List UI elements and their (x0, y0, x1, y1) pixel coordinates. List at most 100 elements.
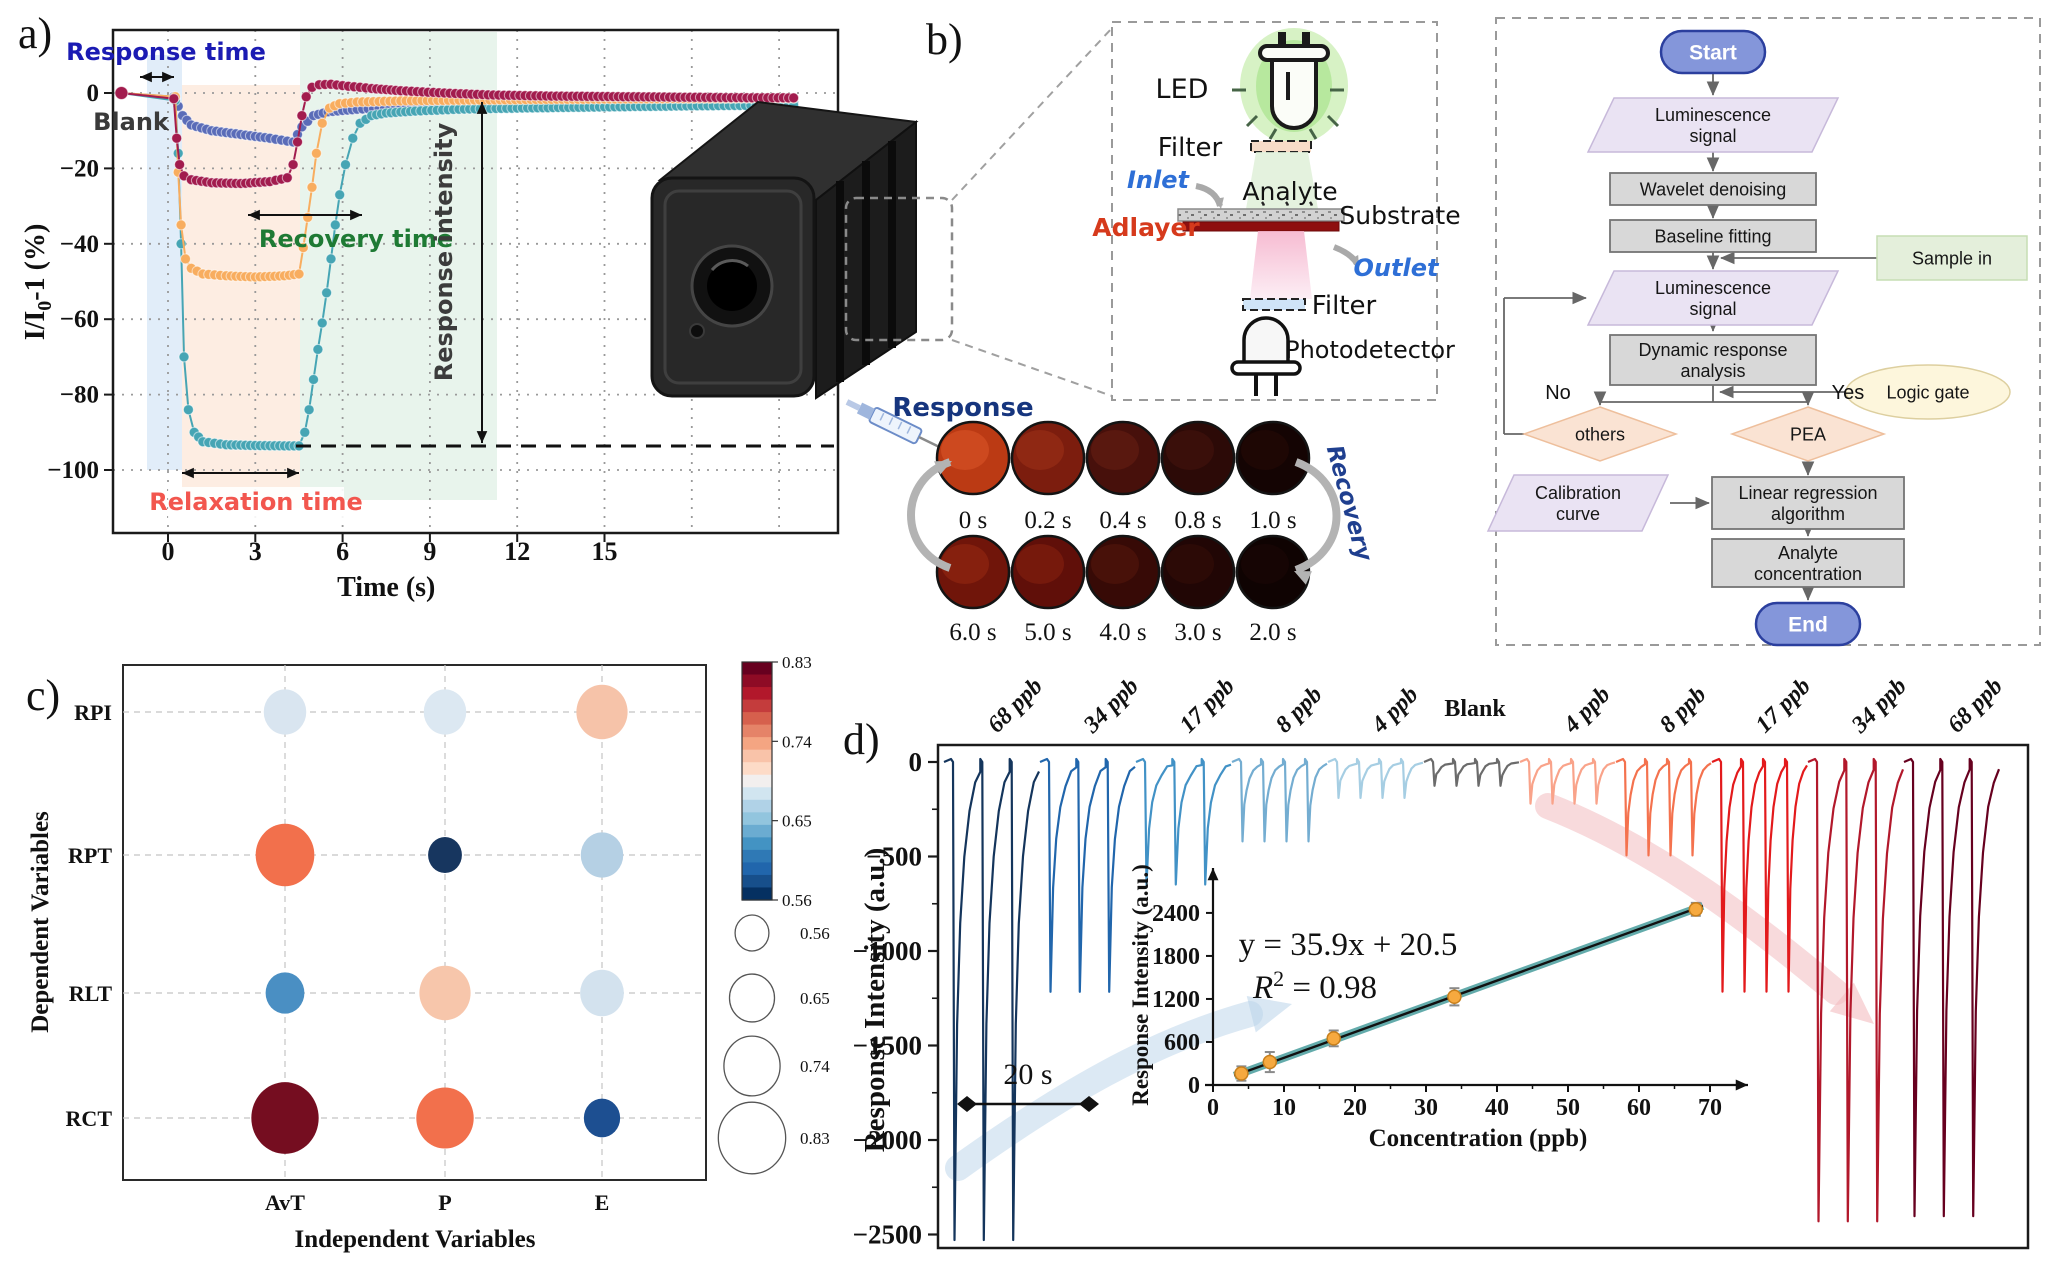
sample-photo-r2-0 (935, 534, 1011, 610)
bubble-RCT-AvT (251, 1082, 319, 1154)
flow-node-text: End (1788, 614, 1828, 637)
pulse-group-8-17ppb (1711, 757, 1808, 993)
flow-node-text: signal (1689, 126, 1736, 146)
conc-label-6: 4 ppb (1558, 682, 1615, 739)
panel-c: RPI RPT RLT RCT AvT P E Dependent Variables Inde… (27, 653, 830, 1253)
x-tick-6: 6 (336, 537, 349, 566)
inset-x-axis-title: Concentration (ppb) (1369, 1125, 1588, 1152)
sample-photo-r1-time-0: 0 s (959, 507, 987, 534)
color-sequence: Response 0 s 0.2 s 0.4 s 0.8 s 1.0 s 6.0 s 5.0 … (845, 393, 1377, 646)
col-label-AvT: AvT (265, 1190, 305, 1215)
panel-a-label: a) (18, 9, 53, 58)
bubble-RPI-E (576, 684, 628, 740)
row-label-RLT: RLT (69, 981, 113, 1006)
photodetector-label: Photodetector (1285, 336, 1455, 364)
data-point-17ppb (1326, 1029, 1341, 1048)
d-y-tick--1000: −1000 (853, 936, 922, 966)
flow-node-text: PEA (1790, 424, 1826, 444)
inset-y-tick-2400: 2400 (1152, 901, 1200, 927)
time-scalebar: 20 s (957, 1058, 1099, 1112)
y-tick--80: −80 (60, 382, 99, 409)
d-y-tick--1500: −1500 (853, 1031, 922, 1061)
flow-node-text: Analyte (1778, 543, 1838, 563)
conc-label-4: 4 ppb (1366, 682, 1423, 739)
inset-y-tick-1200: 1200 (1152, 987, 1200, 1013)
conc-label-1: 34 ppb (1078, 673, 1144, 739)
pulse-group-5-Blank (1423, 757, 1520, 787)
panel-b-label: b) (926, 15, 963, 64)
flow-node-wavelet: Wavelet denoising (1609, 172, 1817, 206)
substrate-label: Substrate (1339, 201, 1460, 230)
branch-yes: Yes (1832, 382, 1865, 404)
flow-node-text: Start (1689, 42, 1737, 65)
flow-node-baseline: Baseline fitting (1609, 219, 1817, 253)
data-point-34ppb (1447, 987, 1462, 1007)
flow-node-text: Calibration (1535, 483, 1621, 503)
sample-photo-r2-time-3: 3.0 s (1174, 619, 1221, 646)
fit-line (1233, 904, 1704, 1077)
inset-x-tick-60: 60 (1627, 1095, 1651, 1121)
y-tick-0: 0 (87, 80, 100, 107)
bubble-RCT-E (583, 1098, 621, 1138)
flow-node-pea: PEA (1729, 406, 1887, 462)
y-tick--40: −40 (60, 231, 99, 258)
x-tick-0: 0 (162, 537, 175, 566)
flow-node-text: Luminescence (1655, 105, 1771, 125)
bubble-RLT-AvT (265, 972, 305, 1014)
sample-photo-r2-time-1: 5.0 s (1024, 619, 1071, 646)
size-legend-0.83: 0.83 (800, 1129, 830, 1148)
colorbar-tick-0.56: 0.56 (782, 891, 812, 910)
pulse-group-10-68ppb (1903, 757, 2001, 1218)
flow-node-text: Baseline fitting (1654, 226, 1771, 246)
conc-label-8: 17 ppb (1751, 673, 1816, 738)
flow-node-logic: Logic gate (1845, 364, 2011, 420)
fit-equation: y = 35.9x + 20.5 (1239, 927, 1458, 963)
sample-photo-r1-2 (1085, 420, 1161, 496)
bubble-RPT-P (428, 837, 462, 873)
inset-x-tick-70: 70 (1698, 1095, 1722, 1121)
sample-photo-r1-4 (1235, 420, 1311, 496)
series-40mNm (121, 78, 800, 189)
panel-c-label: c) (26, 671, 61, 720)
x-axis-title: Time (s) (337, 572, 435, 603)
response-intensity-label: Response intensity (430, 122, 458, 381)
d-y-tick-0: 0 (909, 747, 923, 777)
bubble-RPT-E (580, 832, 624, 878)
pulse-group-6-4ppb (1519, 757, 1616, 805)
colorbar-tick-0.74: 0.74 (782, 732, 812, 751)
flow-node-text: analysis (1680, 361, 1745, 381)
sample-photo-r1-1 (1010, 420, 1086, 496)
x-tick-9: 9 (423, 537, 436, 566)
sample-photo-r1-time-2: 0.4 s (1099, 507, 1146, 534)
sample-photo-r2-4 (1235, 534, 1311, 610)
device-image (650, 27, 1113, 400)
colorbar: 0.83 0.74 0.65 0.56 (741, 653, 812, 910)
blank-label: Blank (93, 108, 170, 136)
data-point-4ppb (1234, 1065, 1249, 1082)
annotations: Response time Blank Recovery timeResponse … (66, 38, 834, 519)
flow-node-start: Start (1659, 29, 1767, 75)
sample-photo-r1-0 (935, 420, 1011, 496)
sample-photo-r2-3 (1160, 534, 1236, 610)
sample-photo-r1-time-1: 0.2 s (1024, 507, 1071, 534)
sample-photo-r2-time-2: 4.0 s (1099, 619, 1146, 646)
inset-x-tick-0: 0 (1207, 1095, 1219, 1121)
adlayer-label: Adlayer (1092, 213, 1200, 242)
pulse-group-2-17ppb (1135, 757, 1232, 886)
y-tick--100: −100 (47, 457, 99, 484)
flow-node-text: signal (1689, 299, 1736, 319)
conc-label-3: 8 ppb (1271, 682, 1328, 739)
sample-photo-r2-time-4: 2.0 s (1249, 619, 1296, 646)
flow-node-text: concentration (1754, 564, 1862, 584)
colorbar-tick-0.65: 0.65 (782, 812, 812, 831)
inlet-label: Inlet (1127, 166, 1191, 194)
inset-y-axis-title: Response Intensity (a.u.) (1128, 864, 1153, 1106)
size-legend: 0.56 0.65 0.74 0.83 (717, 914, 830, 1175)
bubble-RPI-P (423, 689, 467, 735)
